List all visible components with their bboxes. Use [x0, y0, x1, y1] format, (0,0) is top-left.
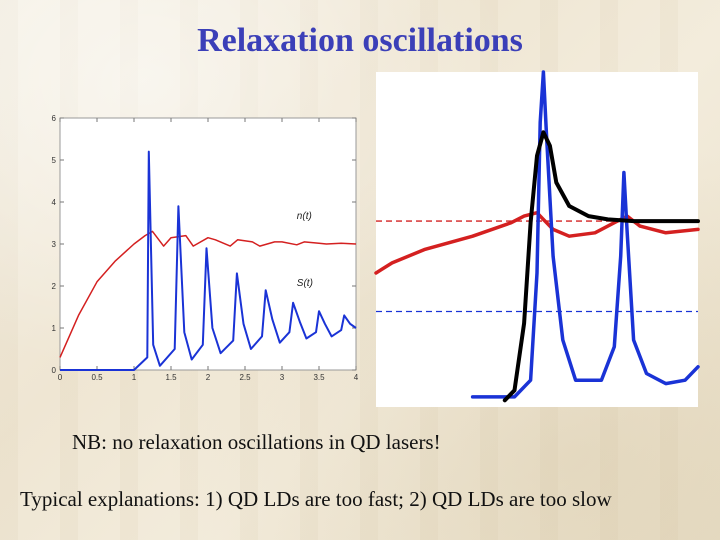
slide-title: Relaxation oscillations: [197, 22, 523, 59]
left-y-tick-label: 1: [52, 324, 57, 333]
left-chart-svg: 0 0.5 1 1.5 2 2.5 3 3.5 4 0 1 2 3 4 5 6 n(t) S(t): [52, 114, 359, 382]
right-chart-svg: [374, 70, 700, 407]
left-annotation: S(t): [297, 278, 313, 289]
n-curve: [59, 230, 357, 358]
left-x-tick-label: 2.5: [239, 373, 251, 382]
black-curve: [502, 130, 700, 403]
left-x-tick-label: 2: [206, 373, 211, 382]
note-text: NB: no relaxation oscillations in QD las…: [72, 430, 441, 454]
left-oscillation-plot: 0 0.5 1 1.5 2 2.5 3 3.5 4 0 1 2 3 4 5 6 n(t) S(t): [42, 112, 362, 382]
left-y-tick-label: 3: [52, 240, 57, 249]
left-y-tick-label: 4: [52, 198, 57, 207]
left-x-tick-label: 4: [354, 373, 359, 382]
left-x-tick-label: 3.5: [313, 373, 325, 382]
explanations-text: Typical explanations: 1) QD LDs are too …: [20, 487, 612, 511]
left-y-tick-label: 5: [52, 156, 57, 165]
right-oscillation-plot: [372, 66, 702, 411]
left-y-tick-label: 2: [52, 282, 57, 291]
left-annotation: n(t): [297, 211, 312, 222]
left-y-tick-label: 6: [52, 114, 57, 123]
blue-curve: [470, 70, 700, 399]
left-x-tick-label: 1.5: [165, 373, 177, 382]
left-x-tick-label: 1: [132, 373, 137, 382]
left-plot-area: [59, 117, 357, 371]
left-x-tick-label: 0: [58, 373, 63, 382]
left-x-tick-label: 3: [280, 373, 285, 382]
left-y-tick-label: 0: [52, 366, 57, 375]
s-curve: [60, 150, 357, 371]
left-x-tick-label: 0.5: [91, 373, 103, 382]
